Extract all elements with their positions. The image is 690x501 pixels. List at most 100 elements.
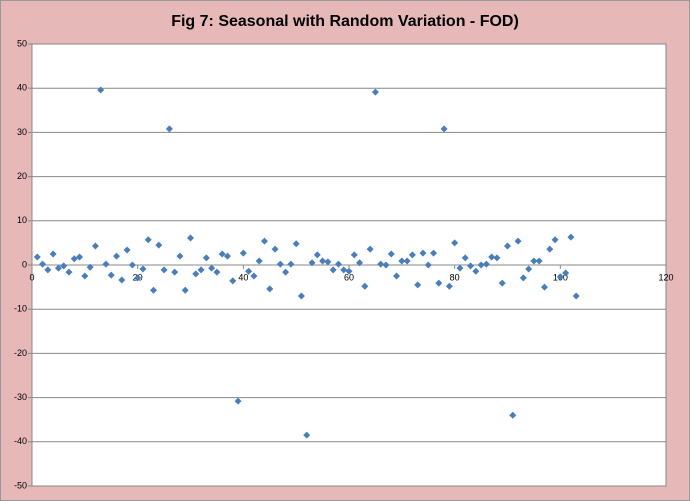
data-point (488, 253, 496, 261)
data-point (477, 261, 485, 269)
data-point (60, 262, 68, 270)
data-point (192, 270, 200, 278)
data-point (176, 252, 184, 260)
data-point (245, 267, 253, 275)
data-point (319, 257, 327, 265)
y-tick-label: 30 (17, 127, 27, 137)
data-point (356, 259, 364, 267)
data-point (519, 274, 527, 282)
data-point (498, 279, 506, 287)
y-tick-label: 20 (17, 171, 27, 181)
data-point (562, 269, 570, 277)
data-point (202, 254, 210, 262)
data-point (461, 254, 469, 262)
data-point (282, 268, 290, 276)
data-point (44, 266, 52, 274)
data-point (371, 88, 379, 96)
x-tick-label: 0 (29, 272, 34, 282)
y-tick-label: 50 (17, 38, 27, 48)
data-point (208, 264, 216, 272)
data-point (102, 260, 110, 268)
y-tick-label: -30 (14, 392, 27, 402)
data-point (49, 250, 57, 258)
data-point (234, 397, 242, 405)
data-point (504, 242, 511, 250)
data-point (197, 266, 205, 274)
data-point (482, 260, 490, 268)
data-point (467, 262, 475, 270)
data-point (445, 282, 453, 290)
data-point (250, 272, 258, 280)
data-point (530, 257, 538, 265)
data-point (382, 261, 390, 269)
data-point (408, 251, 416, 259)
y-tick-label: -10 (14, 304, 27, 314)
data-point (361, 282, 369, 290)
data-point (329, 266, 337, 274)
x-tick-label: 80 (450, 272, 460, 282)
data-point (181, 286, 189, 294)
data-point (171, 268, 179, 276)
data-point (509, 411, 517, 419)
y-tick-label: -40 (14, 436, 27, 446)
data-point (91, 242, 99, 250)
data-point (514, 237, 522, 245)
data-point (292, 240, 300, 248)
data-point (493, 254, 501, 262)
chart-title: Fig 7: Seasonal with Random Variation - … (171, 13, 519, 30)
data-point (218, 250, 226, 258)
data-point (525, 265, 533, 273)
data-point (456, 264, 464, 272)
data-point (39, 260, 47, 268)
data-point (414, 281, 422, 289)
data-point (107, 271, 115, 279)
y-tick-label: 0 (22, 259, 27, 269)
data-point (556, 273, 564, 281)
data-point (424, 261, 432, 269)
data-point (440, 125, 448, 133)
x-tick-label: 120 (658, 272, 673, 282)
data-point (81, 272, 89, 280)
data-point (213, 268, 221, 276)
data-point (567, 233, 575, 241)
data-point (551, 236, 559, 244)
data-point (134, 274, 142, 282)
data-point (187, 234, 194, 242)
data-point (150, 286, 158, 294)
x-tick-label: 60 (344, 272, 354, 282)
y-tick-label: -50 (14, 480, 27, 490)
data-point (403, 257, 411, 265)
data-point (287, 260, 295, 268)
data-point (97, 86, 105, 94)
data-point (255, 257, 263, 265)
data-point (271, 245, 279, 253)
data-point (419, 249, 427, 257)
data-point (276, 260, 284, 268)
data-point (535, 257, 543, 265)
data-point (144, 236, 152, 244)
data-point (387, 250, 395, 258)
data-point (430, 249, 438, 257)
data-point (33, 253, 41, 261)
data-point (54, 264, 62, 272)
data-point (472, 267, 480, 275)
data-point (324, 258, 332, 266)
y-tick-label: 40 (17, 83, 27, 93)
data-point (303, 431, 311, 439)
data-point (139, 265, 147, 273)
data-point (70, 255, 78, 263)
data-point (266, 285, 274, 293)
data-point (451, 239, 459, 247)
data-point (239, 249, 247, 257)
data-point (398, 257, 406, 265)
y-tick-label: -20 (14, 348, 27, 358)
data-point (345, 267, 353, 275)
data-point (86, 263, 94, 271)
data-point (128, 261, 136, 269)
data-point (229, 277, 237, 285)
data-point (297, 292, 305, 300)
data-point (540, 283, 548, 291)
data-point (435, 279, 443, 287)
